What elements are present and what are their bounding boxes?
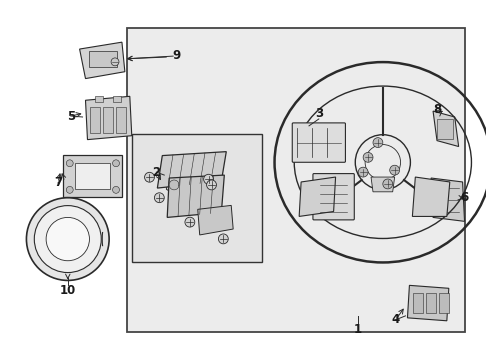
Bar [63, 156, 122, 197]
Bar [90, 51, 117, 67]
Circle shape [358, 167, 368, 177]
Circle shape [383, 179, 392, 189]
Polygon shape [85, 96, 132, 140]
Bar [426, 293, 436, 313]
Bar [91, 107, 100, 133]
Circle shape [26, 198, 109, 280]
Circle shape [113, 160, 120, 167]
Circle shape [204, 174, 214, 184]
Polygon shape [79, 42, 125, 78]
Polygon shape [371, 177, 394, 192]
Polygon shape [198, 206, 233, 235]
Circle shape [46, 217, 90, 261]
Text: 6: 6 [461, 191, 468, 204]
Text: 5: 5 [67, 109, 75, 122]
Bar [116, 107, 126, 133]
FancyBboxPatch shape [313, 174, 354, 220]
Circle shape [113, 186, 120, 193]
Circle shape [169, 180, 179, 190]
Bar [132, 134, 262, 261]
Circle shape [185, 217, 195, 227]
Circle shape [154, 193, 164, 203]
Text: 4: 4 [392, 313, 400, 326]
Bar [103, 107, 113, 133]
Polygon shape [431, 178, 465, 221]
Polygon shape [413, 177, 450, 216]
Bar [96, 96, 103, 102]
Text: 1: 1 [354, 323, 362, 336]
Circle shape [111, 58, 119, 66]
Circle shape [363, 152, 373, 162]
Text: 8: 8 [433, 103, 441, 116]
Circle shape [390, 165, 399, 175]
Polygon shape [167, 176, 182, 194]
Polygon shape [433, 111, 459, 147]
Circle shape [66, 186, 73, 193]
Bar [437, 119, 453, 139]
Circle shape [145, 172, 154, 182]
Circle shape [66, 160, 73, 167]
Bar [439, 293, 449, 313]
Bar [74, 163, 110, 189]
Text: 7: 7 [54, 176, 62, 189]
FancyBboxPatch shape [292, 123, 345, 162]
Polygon shape [157, 152, 226, 188]
Bar [113, 96, 121, 102]
Polygon shape [299, 177, 336, 216]
Circle shape [34, 206, 101, 273]
Bar [127, 28, 465, 332]
Polygon shape [408, 285, 449, 321]
Text: 10: 10 [60, 284, 76, 297]
Text: 9: 9 [172, 49, 180, 62]
Text: 2: 2 [152, 166, 160, 179]
Text: 3: 3 [315, 107, 323, 120]
Circle shape [373, 138, 383, 148]
Circle shape [207, 180, 217, 190]
Polygon shape [167, 175, 224, 217]
Bar [414, 293, 423, 313]
Circle shape [219, 234, 228, 244]
